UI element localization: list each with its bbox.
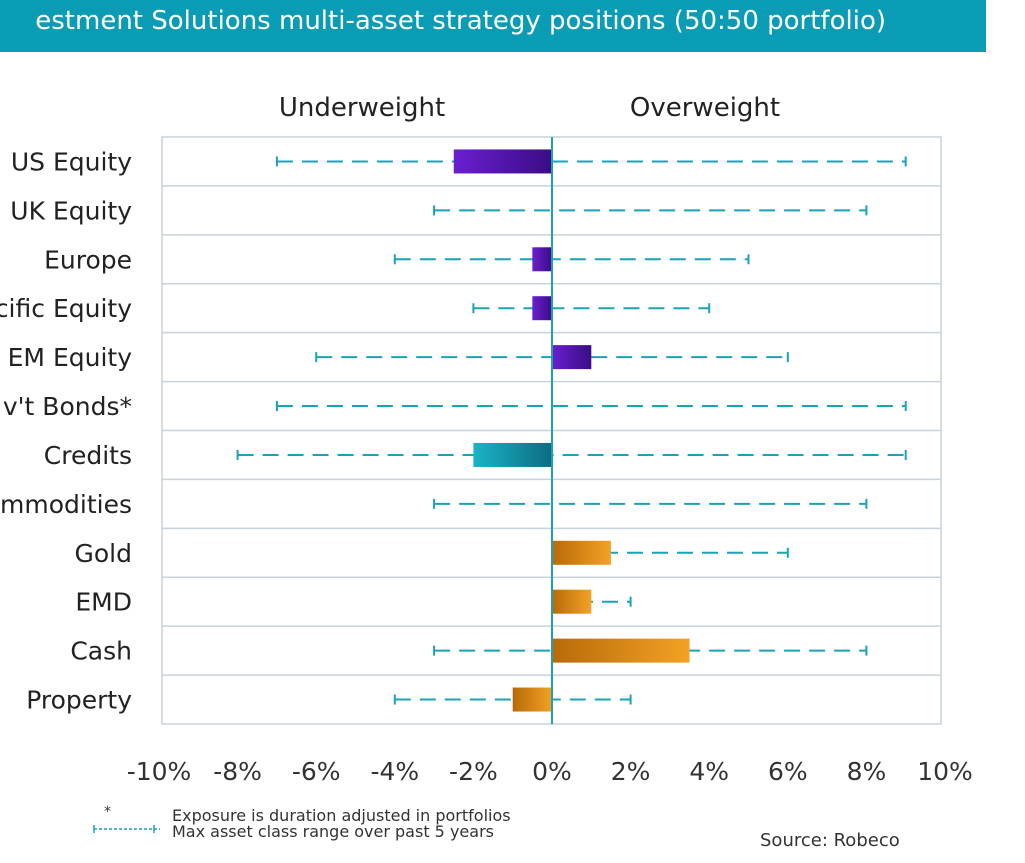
position-bar [532,247,552,272]
category-label: Europe [44,245,132,274]
x-tick-label: 10% [917,757,973,786]
category-label: mmodities [0,490,132,519]
source-note: Source: Robeco [760,830,900,851]
header-overweight: Overweight [630,93,780,123]
category-label: cific Equity [0,294,132,323]
category-label: v't Bonds* [3,392,132,421]
position-bar [552,345,592,370]
x-tick-label: -10% [127,757,192,786]
x-tick-label: -4% [370,757,419,786]
category-label: Cash [70,637,132,666]
category-label: US Equity [11,147,132,176]
footnote-star-text: Exposure is duration adjusted in portfol… [172,806,511,825]
position-bar [552,540,611,565]
category-label: EM Equity [8,343,133,372]
header-underweight: Underweight [279,93,445,123]
position-bar [453,149,552,174]
x-tick-label: 4% [689,757,729,786]
x-tick-label: -6% [292,757,341,786]
position-bar [552,589,592,614]
category-label: Property [26,686,132,715]
position-bar [473,442,552,467]
position-bar [512,687,552,712]
x-tick-label: -2% [449,757,498,786]
title-bar: estment Solutions multi-asset strategy p… [0,0,986,52]
footnote-range-text: Max asset class range over past 5 years [172,822,494,841]
category-label: Credits [44,441,132,470]
x-tick-label: 8% [847,757,887,786]
category-label: Gold [75,539,132,568]
position-bar [552,638,690,663]
x-tick-label: 6% [768,757,808,786]
category-label: EMD [75,588,132,617]
chart-title: estment Solutions multi-asset strategy p… [35,6,886,36]
footnote-star-marker: * [104,804,111,820]
x-tick-label: 2% [611,757,651,786]
x-tick-label: 0% [532,757,572,786]
x-tick-label: -8% [213,757,262,786]
range-legend-icon [93,825,160,833]
category-label: UK Equity [10,196,132,225]
position-bar [532,296,552,321]
